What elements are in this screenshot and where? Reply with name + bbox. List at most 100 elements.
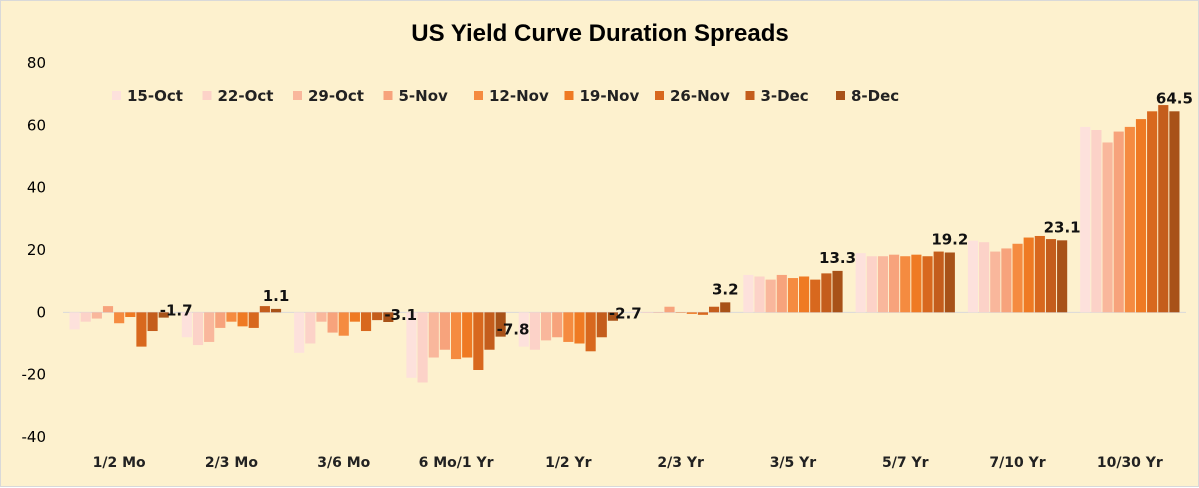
bar (563, 312, 574, 342)
data-labels-group: -1.7 1.1 -3.1 -7.8 -2.7 3.2 13.3 19.2 23.1 64.5 (160, 89, 1193, 338)
bar (1023, 237, 1034, 313)
legend-label: 8-Dec (851, 87, 899, 105)
bar (237, 312, 248, 327)
legend-swatch (112, 91, 121, 100)
bar (1001, 248, 1012, 313)
bar (69, 312, 80, 330)
bar (248, 312, 259, 328)
bar (91, 312, 102, 319)
bar (664, 306, 675, 313)
bar (1034, 235, 1045, 313)
bar (1012, 243, 1023, 313)
bar (631, 311, 642, 313)
y-axis-ticks: -40 -20 0 20 40 60 80 (22, 54, 47, 446)
bar (316, 312, 327, 322)
bar (743, 274, 754, 313)
data-label: -2.7 (609, 305, 642, 323)
y-tick-label: 0 (36, 303, 46, 321)
bar (540, 312, 552, 341)
bar (967, 240, 979, 313)
legend-label: 12-Nov (489, 87, 549, 105)
bar (338, 312, 349, 336)
bar (305, 312, 316, 344)
bar (754, 276, 765, 313)
bar (439, 312, 450, 350)
x-category-label: 5/7 Yr (882, 455, 929, 471)
y-tick-label: 80 (27, 54, 46, 72)
x-axis-categories: 1/2 Mo 2/3 Mo 3/6 Mo 6 Mo/1 Yr 1/2 Yr 2/3 Yr 3… (93, 455, 1163, 471)
x-category-label: 10/30 Yr (1097, 455, 1163, 471)
data-label: -1.7 (160, 302, 193, 320)
data-label: 19.2 (931, 230, 968, 248)
bar (114, 312, 125, 324)
legend-swatch (202, 91, 212, 100)
bar (462, 312, 473, 358)
bar (417, 312, 428, 383)
bar (1135, 119, 1147, 313)
legend-label: 5-Nov (399, 87, 449, 105)
bar (1091, 130, 1102, 313)
bar (484, 312, 495, 350)
bar (776, 274, 787, 313)
bar (642, 312, 653, 313)
bar (495, 312, 506, 337)
x-category-label: 3/5 Yr (770, 455, 817, 471)
x-category-label: 7/10 Yr (989, 455, 1045, 471)
bar (900, 256, 911, 313)
bar (697, 312, 709, 315)
bar (832, 270, 843, 313)
bar (327, 312, 338, 333)
bar (158, 312, 169, 318)
legend-swatch (655, 91, 664, 100)
x-category-label: 1/2 Yr (545, 455, 592, 471)
bar (866, 256, 877, 313)
bar (259, 306, 270, 313)
y-tick-label: 40 (27, 179, 46, 197)
bar (1080, 126, 1091, 313)
bar (215, 312, 226, 328)
y-tick-label: 20 (27, 241, 46, 259)
bar (585, 312, 596, 352)
legend-label: 22-Oct (218, 87, 274, 105)
chart-title: US Yield Curve Duration Spreads (411, 20, 788, 47)
bar (686, 312, 697, 314)
bar (933, 251, 944, 313)
legend: 15-Oct 22-Oct 29-Oct 5-Nov 12-Nov 19-Nov 26-No… (112, 87, 899, 105)
bar (911, 254, 922, 313)
bar (765, 279, 776, 313)
bar (979, 242, 990, 313)
bar (1102, 142, 1113, 313)
bar (1113, 131, 1124, 313)
bar (990, 251, 1001, 313)
bar (406, 312, 417, 378)
legend-label: 15-Oct (127, 87, 183, 105)
bar (1169, 111, 1180, 313)
legend-label: 3-Dec (761, 87, 809, 105)
x-category-label: 6 Mo/1 Yr (419, 455, 494, 471)
x-category-label: 1/2 Mo (93, 455, 146, 471)
bar (944, 252, 955, 313)
bar (383, 312, 394, 322)
bar (204, 312, 215, 342)
bar (147, 312, 158, 332)
bar (1057, 240, 1068, 313)
data-label: 3.2 (712, 280, 739, 298)
bar (709, 306, 720, 313)
legend-swatch (836, 91, 845, 100)
bar (675, 312, 686, 313)
legend-swatch (745, 91, 755, 100)
x-category-label: 2/3 Mo (205, 455, 258, 471)
legend-swatch (564, 91, 574, 100)
bar (1045, 239, 1057, 313)
legend-swatch (383, 91, 393, 100)
bar (1147, 111, 1158, 313)
bar (787, 278, 799, 313)
bar (428, 312, 439, 358)
bar (1124, 126, 1135, 313)
bar (653, 312, 664, 313)
bar (450, 312, 462, 360)
y-tick-label: -40 (22, 428, 47, 446)
bar (552, 312, 563, 338)
